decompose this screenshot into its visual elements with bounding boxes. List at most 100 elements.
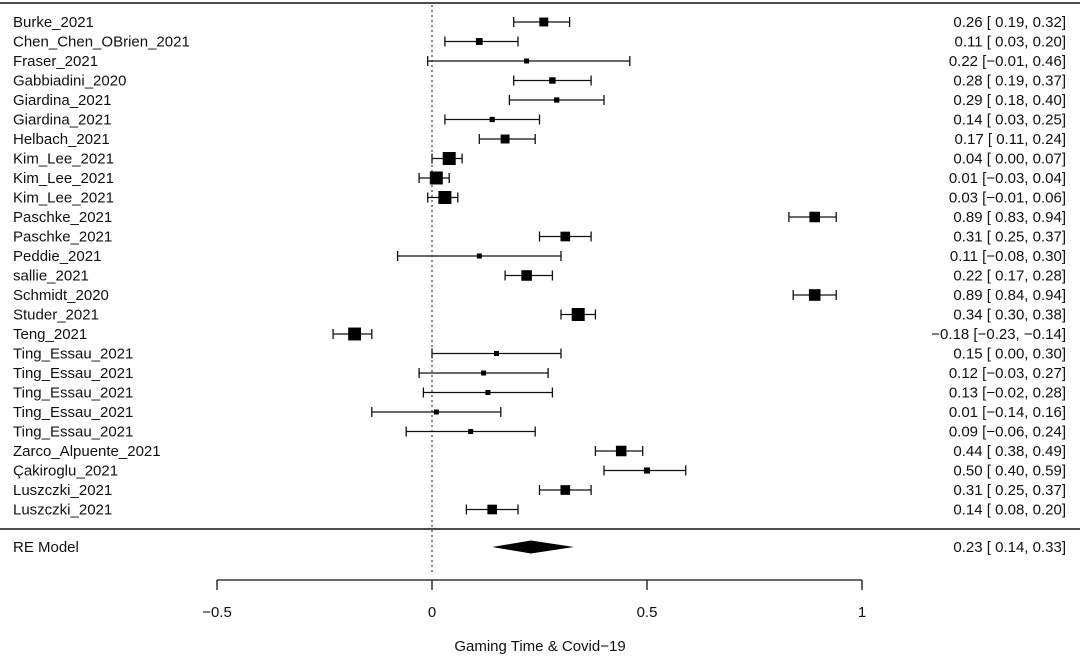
study-label: Ting_Essau_2021 <box>13 346 133 363</box>
x-tick-label: −0.5 <box>202 604 232 621</box>
ci-label: 0.89 [ 0.84, 0.94] <box>953 287 1066 304</box>
study-row: Ting_Essau_2021 0.09 [−0.06, 0.24] <box>13 424 1066 441</box>
study-row: Helbach_2021 0.17 [ 0.11, 0.24] <box>13 131 1066 148</box>
effect-marker <box>468 429 474 434</box>
effect-marker <box>481 370 487 376</box>
study-row: Kim_Lee_2021 0.03 [−0.01, 0.06] <box>13 190 1066 207</box>
ci-label: 0.50 [ 0.40, 0.59] <box>953 463 1066 480</box>
study-label: Chen_Chen_OBrien_2021 <box>13 34 190 51</box>
effect-marker <box>560 485 571 495</box>
summary-diamond <box>492 540 574 554</box>
effect-marker <box>438 191 452 204</box>
study-label: Çakiroglu_2021 <box>13 463 118 480</box>
study-label: Helbach_2021 <box>13 131 110 148</box>
x-tick-label: 0.5 <box>637 604 658 621</box>
study-row: Giardina_2021 0.14 [ 0.03, 0.25] <box>13 112 1066 129</box>
study-row: Peddie_2021 0.11 [−0.08, 0.30] <box>13 248 1066 265</box>
ci-label: 0.14 [ 0.08, 0.20] <box>953 502 1066 519</box>
study-row: Ting_Essau_2021 0.15 [ 0.00, 0.30] <box>13 346 1066 363</box>
effect-marker <box>571 308 585 321</box>
summary-ci-label: 0.23 [ 0.14, 0.33] <box>953 539 1066 556</box>
ci-label: 0.14 [ 0.03, 0.25] <box>953 112 1066 129</box>
study-label: Ting_Essau_2021 <box>13 385 133 402</box>
study-row: Ting_Essau_2021 0.13 [−0.02, 0.28] <box>13 385 1066 402</box>
study-label: Ting_Essau_2021 <box>13 404 133 421</box>
study-label: Paschke_2021 <box>13 229 112 246</box>
ci-label: 0.22 [−0.01, 0.46] <box>949 53 1066 70</box>
study-row: Kim_Lee_2021 0.01 [−0.03, 0.04] <box>13 170 1066 187</box>
study-row: Giardina_2021 0.29 [ 0.18, 0.40] <box>13 92 1066 109</box>
effect-marker <box>539 17 549 27</box>
ci-label: 0.17 [ 0.11, 0.24] <box>955 131 1066 148</box>
effect-marker <box>348 327 362 341</box>
study-rows: Burke_2021 0.26 [ 0.19, 0.32] Chen_Chen_OB… <box>13 14 1066 519</box>
x-tick-label: 0 <box>428 604 436 621</box>
study-label: Ting_Essau_2021 <box>13 365 133 382</box>
effect-marker <box>524 58 530 64</box>
study-label: Schmidt_2020 <box>13 287 109 304</box>
ci-label: −0.18 [−0.23, −0.14] <box>931 326 1066 343</box>
study-label: Kim_Lee_2021 <box>13 151 114 168</box>
study-row: Studer_2021 0.34 [ 0.30, 0.38] <box>13 307 1066 324</box>
x-tick-label: 1 <box>858 604 866 621</box>
study-label: Burke_2021 <box>13 14 94 31</box>
effect-marker <box>487 504 498 515</box>
study-label: Fraser_2021 <box>13 53 98 70</box>
effect-marker <box>494 351 499 356</box>
effect-marker <box>809 211 820 223</box>
study-label: Kim_Lee_2021 <box>13 190 114 207</box>
study-label: Ting_Essau_2021 <box>13 424 133 441</box>
ci-label: 0.04 [ 0.00, 0.07] <box>953 151 1066 168</box>
study-row: Luszczki_2021 0.14 [ 0.08, 0.20] <box>13 502 1066 519</box>
study-row: Paschke_2021 0.31 [ 0.25, 0.37] <box>13 229 1066 246</box>
ci-label: 0.11 [ 0.03, 0.20] <box>955 34 1066 51</box>
effect-marker <box>475 38 483 45</box>
ci-label: 0.03 [−0.01, 0.06] <box>949 190 1066 207</box>
ci-label: 0.01 [−0.03, 0.04] <box>949 170 1066 187</box>
study-label: Gabbiadini_2020 <box>13 73 126 90</box>
effect-marker <box>808 289 821 301</box>
study-label: Studer_2021 <box>13 307 99 324</box>
study-row: Paschke_2021 0.89 [ 0.83, 0.94] <box>13 209 1066 226</box>
effect-marker <box>433 409 439 415</box>
study-label: Teng_2021 <box>13 326 87 343</box>
effect-marker <box>476 253 482 259</box>
effect-marker <box>500 134 510 144</box>
study-row: Teng_2021 −0.18 [−0.23, −0.14] <box>13 326 1066 343</box>
ci-label: 0.15 [ 0.00, 0.30] <box>953 346 1066 363</box>
effect-marker <box>549 77 556 84</box>
effect-marker <box>489 116 495 123</box>
study-label: Luszczki_2021 <box>13 482 112 499</box>
study-row: Chen_Chen_OBrien_2021 0.11 [ 0.03, 0.20] <box>13 34 1066 51</box>
ci-label: 0.13 [−0.02, 0.28] <box>949 385 1066 402</box>
study-row: Fraser_2021 0.22 [−0.01, 0.46] <box>13 53 1066 70</box>
study-row: Ting_Essau_2021 0.01 [−0.14, 0.16] <box>13 404 1066 421</box>
effect-marker <box>429 171 443 185</box>
summary-label: RE Model <box>13 539 79 556</box>
study-row: Luszczki_2021 0.31 [ 0.25, 0.37] <box>13 482 1066 499</box>
effect-marker <box>560 231 571 242</box>
ci-label: 0.28 [ 0.19, 0.37] <box>953 73 1066 90</box>
effect-marker <box>554 97 560 103</box>
study-row: Zarco_Alpuente_2021 0.44 [ 0.38, 0.49] <box>13 443 1066 460</box>
study-row: Çakiroglu_2021 0.50 [ 0.40, 0.59] <box>13 463 1066 480</box>
ci-label: 0.22 [ 0.17, 0.28] <box>953 268 1066 285</box>
ci-label: 0.44 [ 0.38, 0.49] <box>953 443 1066 460</box>
ci-label: 0.29 [ 0.18, 0.40] <box>953 92 1066 109</box>
study-label: Kim_Lee_2021 <box>13 170 114 187</box>
x-axis-title: Gaming Time & Covid−19 <box>454 638 625 655</box>
study-row: Kim_Lee_2021 0.04 [ 0.00, 0.07] <box>13 151 1066 168</box>
summary-row: RE Model 0.23 [ 0.14, 0.33] <box>13 539 1066 556</box>
ci-label: 0.12 [−0.03, 0.27] <box>949 365 1066 382</box>
effect-marker <box>521 270 532 281</box>
ci-label: 0.31 [ 0.25, 0.37] <box>953 482 1066 499</box>
study-label: Paschke_2021 <box>13 209 112 226</box>
study-row: Burke_2021 0.26 [ 0.19, 0.32] <box>13 14 1066 31</box>
effect-marker <box>442 152 456 165</box>
study-label: sallie_2021 <box>13 268 89 285</box>
study-row: Gabbiadini_2020 0.28 [ 0.19, 0.37] <box>13 73 1066 90</box>
study-row: sallie_2021 0.22 [ 0.17, 0.28] <box>13 268 1066 285</box>
ci-label: 0.89 [ 0.83, 0.94] <box>953 209 1066 226</box>
ci-label: 0.34 [ 0.30, 0.38] <box>953 307 1066 324</box>
